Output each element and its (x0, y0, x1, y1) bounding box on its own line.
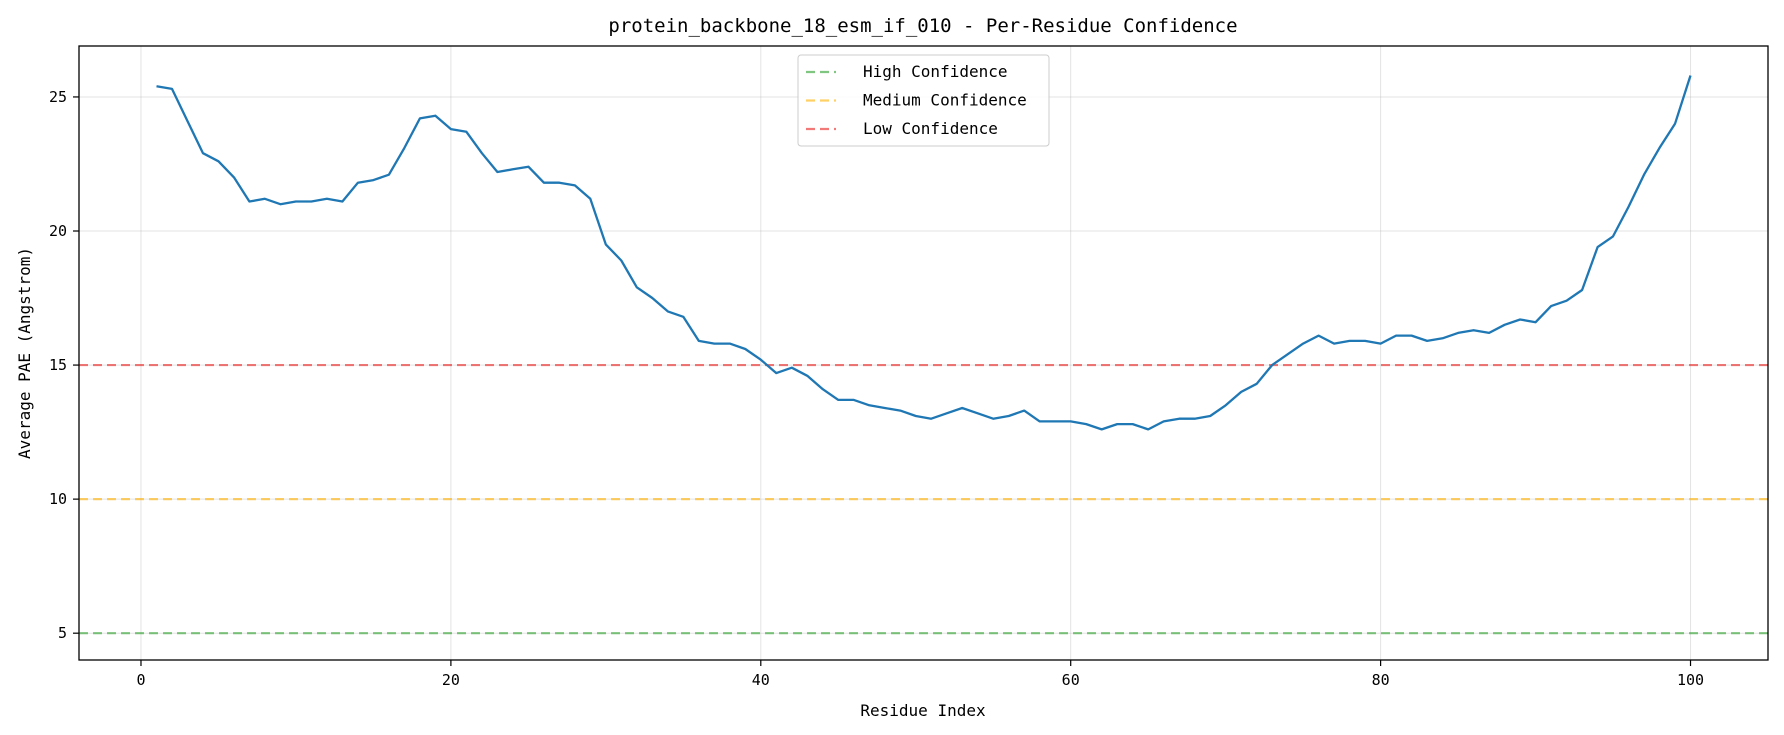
y-axis: 5 10 15 20 25 (49, 88, 79, 642)
x-tick-label: 0 (136, 671, 145, 689)
legend-entry: Low Confidence (863, 119, 998, 138)
series-line (156, 75, 1692, 431)
legend-entry: High Confidence (863, 62, 1008, 81)
x-tick-label: 20 (442, 671, 460, 689)
plot-frame (78, 45, 1769, 661)
legend-entry: Medium Confidence (863, 91, 1027, 110)
x-axis-label: Residue Index (860, 701, 986, 720)
legend-box (797, 54, 1050, 147)
reference-lines (79, 363, 1768, 635)
x-tick-label: 40 (752, 671, 770, 689)
y-tick-label: 15 (49, 356, 67, 374)
x-tick-label: 60 (1062, 671, 1080, 689)
y-tick-label: 25 (49, 88, 67, 106)
x-tick-label: 100 (1677, 671, 1704, 689)
y-tick-label: 20 (49, 222, 67, 240)
y-axis-label: Average PAE (Angstrom) (15, 247, 34, 459)
chart-title: protein_backbone_18_esm_if_010 - Per-Res… (608, 15, 1237, 37)
series-layer (156, 75, 1692, 431)
y-tick-label: 10 (49, 490, 67, 508)
y-tick-label: 5 (58, 624, 67, 642)
legend: High Confidence Medium Confidence Low Conf… (797, 54, 1050, 147)
x-axis: 0 20 40 60 80 100 (136, 660, 1704, 689)
x-tick-label: 80 (1372, 671, 1390, 689)
